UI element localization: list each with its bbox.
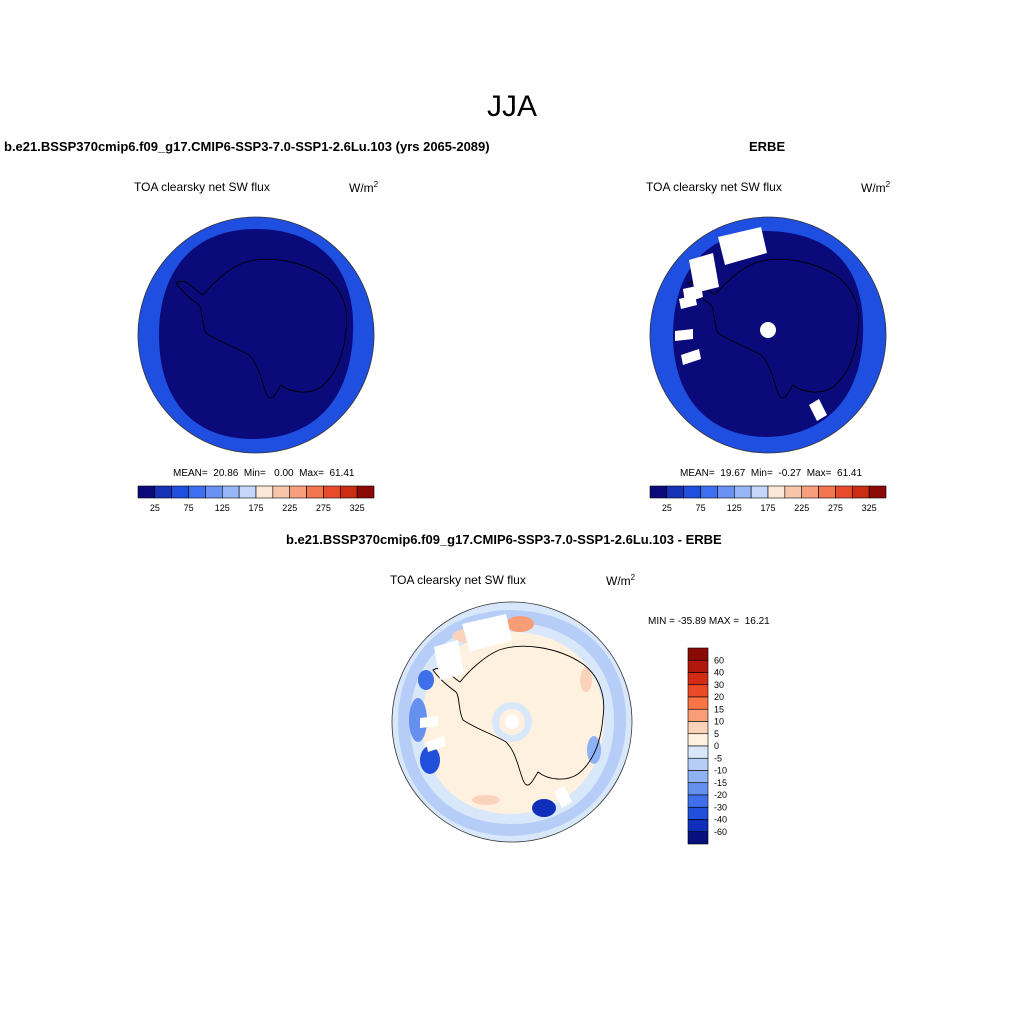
- model-colorbar-swatch: [255, 485, 274, 499]
- obs-colorbar-swatch: [700, 485, 718, 499]
- model-colorbar-swatch: [323, 485, 341, 499]
- model-colorbar-swatch: [154, 485, 173, 499]
- model-colorbar-label: 125: [215, 503, 230, 513]
- diff-colorbar-label: 5: [714, 729, 719, 739]
- model-colorbar-swatch: [306, 485, 324, 499]
- model-units-label: W/m2: [349, 180, 379, 195]
- obs-colorbar-swatch: [666, 485, 685, 499]
- obs-colorbar-swatch: [851, 485, 870, 499]
- obs-colorbar-label: 225: [794, 503, 809, 513]
- obs-colorbar-label: 275: [828, 503, 843, 513]
- diff-coastline: [432, 645, 605, 786]
- diff-colorbar-swatch: [687, 684, 709, 698]
- diff-colorbar-label: -5: [714, 753, 722, 763]
- obs-colorbar-swatch: [683, 485, 701, 499]
- diff-colorbar-label: 0: [714, 741, 719, 751]
- model-coastline: [175, 258, 348, 399]
- model-map: [137, 216, 375, 454]
- model-colorbar-swatch: [238, 485, 257, 499]
- diff-colorbar-label: -60: [714, 827, 727, 837]
- model-colorbar-swatch: [171, 485, 189, 499]
- obs-colorbar-label: 125: [727, 503, 742, 513]
- obs-colorbar-label: 75: [696, 503, 706, 513]
- diff-colorbar-swatch: [687, 647, 709, 661]
- diff-colorbar-swatch: [687, 831, 709, 845]
- model-colorbar-label: 75: [184, 503, 194, 513]
- obs-colorbar-swatch: [818, 485, 836, 499]
- obs-colorbar-swatch: [649, 485, 668, 499]
- diff-colorbar-label: -40: [714, 815, 727, 825]
- diff-colorbar-label: -10: [714, 766, 727, 776]
- diff-colorbar-label: 20: [714, 692, 724, 702]
- model-colorbar-swatch: [221, 485, 240, 499]
- diff-colorbar: 60 40 30 20 15 10 5 0 -5 -10 -15 -20 -30 -40 -60: [687, 647, 727, 845]
- model-inner-field: [159, 229, 354, 440]
- model-colorbar-swatch: [205, 485, 223, 499]
- diff-colorbar-swatch: [687, 770, 709, 784]
- model-colorbar-swatch: [137, 485, 156, 499]
- obs-colorbar-swatch: [868, 485, 887, 499]
- obs-colorbar-swatch: [733, 485, 752, 499]
- obs-missing-data: [675, 227, 827, 421]
- obs-colorbar-swatch: [750, 485, 769, 499]
- obs-colorbar-swatch: [801, 485, 819, 499]
- season-title: JJA: [486, 90, 537, 123]
- diff-map: [391, 601, 633, 843]
- diff-colorbar-label: -30: [714, 802, 727, 812]
- diff-colorbar-swatch: [687, 782, 709, 796]
- diff-colorbar-swatch: [687, 806, 709, 820]
- diff-colorbar-swatch: [687, 745, 709, 759]
- diff-colorbar-swatch: [687, 794, 709, 808]
- diff-colorbar-swatch: [687, 721, 709, 735]
- model-variable-label: TOA clearsky net SW flux: [134, 180, 270, 194]
- diff-minmax: MIN = -35.89 MAX = 16.21: [648, 616, 770, 627]
- diff-variable-label: TOA clearsky net SW flux: [390, 573, 526, 587]
- model-colorbar-swatch: [356, 485, 375, 499]
- model-stats: MEAN= 20.86 Min= 0.00 Max= 61.41: [173, 468, 355, 479]
- obs-colorbar-swatch: [767, 485, 786, 499]
- obs-coastline: [687, 258, 860, 399]
- diff-colorbar-label: -15: [714, 778, 727, 788]
- diff-panel-title: b.e21.BSSP370cmip6.f09_g17.CMIP6-SSP3-7.…: [286, 532, 722, 547]
- diff-units-label: W/m2: [606, 573, 636, 588]
- diff-colorbar-label: 60: [714, 655, 724, 665]
- obs-panel-title: ERBE: [749, 139, 786, 154]
- model-colorbar-label: 25: [150, 503, 160, 513]
- model-colorbar: 2575125175225275325375: [137, 485, 375, 513]
- diff-colorbar-swatch: [687, 757, 709, 771]
- obs-colorbar-swatch: [835, 485, 853, 499]
- obs-colorbar-swatch: [784, 485, 803, 499]
- obs-map: [649, 216, 887, 454]
- model-colorbar-swatch: [339, 485, 358, 499]
- model-colorbar-swatch: [188, 485, 206, 499]
- obs-colorbar-label: 25: [662, 503, 672, 513]
- obs-colorbar: 2575125175225275325375: [649, 485, 887, 513]
- diff-colorbar-label: 40: [714, 668, 724, 678]
- model-panel-title: b.e21.BSSP370cmip6.f09_g17.CMIP6-SSP3-7.…: [4, 139, 490, 154]
- diff-colorbar-label: 10: [714, 717, 724, 727]
- diff-colorbar-label: 30: [714, 680, 724, 690]
- diff-colorbar-label: 15: [714, 704, 724, 714]
- obs-stats: MEAN= 19.67 Min= -0.27 Max= 61.41: [680, 468, 863, 479]
- diff-colorbar-swatch: [687, 733, 709, 747]
- model-colorbar-swatch: [272, 485, 291, 499]
- obs-colorbar-swatch: [717, 485, 735, 499]
- obs-units-label: W/m2: [861, 180, 891, 195]
- diff-colorbar-swatch: [687, 708, 709, 722]
- diff-colorbar-swatch: [687, 819, 709, 833]
- model-colorbar-label: 275: [316, 503, 331, 513]
- diff-colorbar-swatch: [687, 659, 709, 673]
- model-colorbar-swatch: [289, 485, 307, 499]
- model-colorbar-label: 325: [350, 503, 365, 513]
- obs-colorbar-label: 175: [760, 503, 775, 513]
- diff-missing-data: [420, 614, 572, 808]
- model-colorbar-label: 175: [248, 503, 263, 513]
- diff-colorbar-swatch: [687, 696, 709, 710]
- diff-colorbar-label: -20: [714, 790, 727, 800]
- model-colorbar-label: 225: [282, 503, 297, 513]
- obs-colorbar-label: 325: [862, 503, 877, 513]
- diff-colorbar-swatch: [687, 672, 709, 686]
- obs-variable-label: TOA clearsky net SW flux: [646, 180, 782, 194]
